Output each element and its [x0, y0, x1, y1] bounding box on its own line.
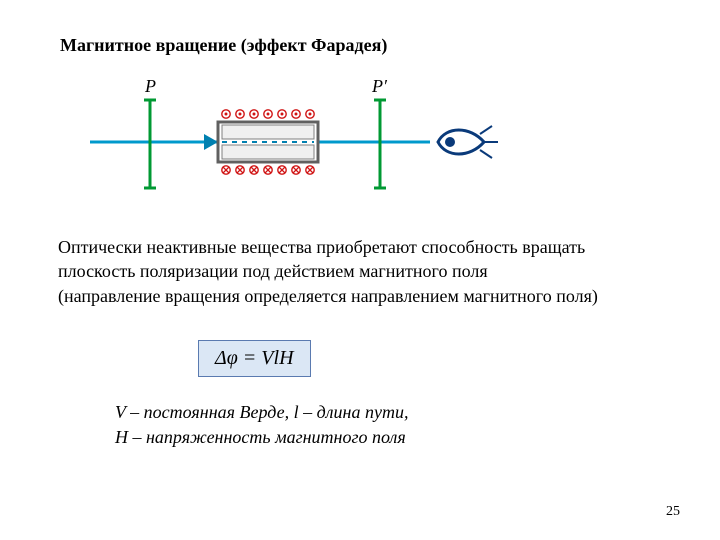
slide-title: Магнитное вращение (эффект Фарадея)	[60, 35, 387, 56]
description-text: Оптически неактивные вещества приобретаю…	[58, 235, 668, 308]
description-line-3: (направление вращения определяется напра…	[58, 286, 598, 306]
description-line-1: Оптически неактивные вещества приобретаю…	[58, 237, 585, 257]
legend-text: V – постоянная Верде, l – длина пути, H …	[115, 400, 545, 450]
formula-text: Δφ = VlH	[215, 347, 294, 369]
page-number: 25	[666, 504, 680, 520]
svg-text:P′: P′	[371, 76, 388, 96]
svg-text:P: P	[144, 76, 156, 96]
legend-line-1: V – постоянная Верде, l – длина пути,	[115, 402, 408, 422]
faraday-diagram: P P′	[90, 70, 510, 210]
legend-line-2: H – напряженность магнитного поля	[115, 427, 406, 447]
formula-box: Δφ = VlH	[198, 340, 311, 377]
faraday-diagram-svg: P P′	[90, 70, 510, 210]
description-line-2: плоскость поляризации под действием магн…	[58, 261, 488, 281]
slide-root: Магнитное вращение (эффект Фарадея) PP′ …	[0, 0, 720, 540]
